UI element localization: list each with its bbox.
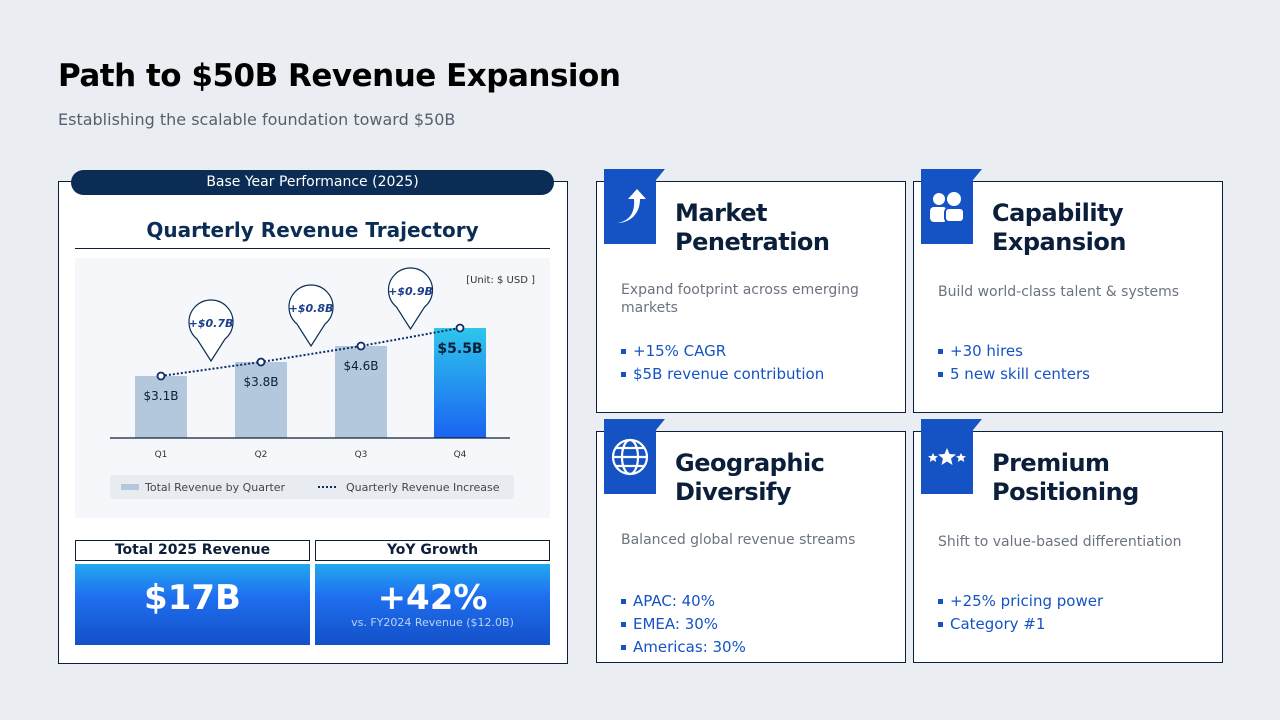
base-year-pill: Base Year Performance (2025)	[71, 170, 554, 195]
icon-fold	[656, 419, 665, 430]
page-title: Path to $50B Revenue Expansion	[58, 58, 621, 94]
revenue-chart: [Unit: $ USD ] $3.1B Q1 $3.8B Q2 $4.6B Q3 $5.5…	[110, 267, 535, 499]
increase-callout-label: +$0.8B	[289, 302, 334, 315]
bar-q3	[335, 346, 387, 438]
chart-panel: [Unit: $ USD ] $3.1B Q1 $3.8B Q2 $4.6B Q3 $5.5…	[75, 258, 550, 518]
increase-callout	[188, 299, 234, 363]
users-icon	[921, 169, 973, 244]
card-description: Build world-class talent & systems	[938, 284, 1180, 300]
increase-point	[356, 341, 366, 351]
card-bullet: Americas: 30%	[621, 636, 746, 659]
bar-q1	[135, 376, 187, 438]
card-title-line1: Capability	[992, 199, 1124, 227]
card-title: Market Penetration	[675, 199, 830, 257]
increase-callout-label: +$0.9B	[388, 285, 433, 298]
card-bullet: 5 new skill centers	[938, 363, 1090, 386]
increase-line	[160, 327, 461, 377]
page-subtitle: Establishing the scalable foundation tow…	[58, 110, 456, 129]
card-bullet: +25% pricing power	[938, 590, 1103, 613]
kpi-growth-box: +42% vs. FY2024 Revenue ($12.0B)	[315, 564, 550, 645]
card-description: Expand footprint across emerging markets	[621, 282, 859, 316]
card-title: Capability Expansion	[992, 199, 1126, 257]
card-title-line2: Penetration	[675, 228, 830, 256]
increase-callout-label: +$0.7B	[189, 317, 234, 330]
card-title-line2: Positioning	[992, 478, 1139, 506]
bar-q4	[434, 328, 486, 438]
x-tick-label: Q2	[255, 450, 268, 460]
x-tick-label: Q3	[355, 450, 368, 460]
icon-fold	[973, 169, 982, 180]
x-tick-label: Q1	[155, 450, 168, 460]
bar-value-label: $4.6B	[344, 359, 379, 373]
kpi-total-label: Total 2025 Revenue	[75, 540, 310, 561]
card-title: Geographic Diversify	[675, 449, 825, 507]
increase-point	[156, 371, 166, 381]
bar-q2	[235, 362, 287, 438]
increase-point	[455, 323, 465, 333]
increase-point	[256, 357, 266, 367]
card-title-line1: Market	[675, 199, 767, 227]
card-bullet: Category #1	[938, 613, 1103, 636]
card-description: Balanced global revenue streams	[621, 532, 856, 548]
kpi-growth-sub: vs. FY2024 Revenue ($12.0B)	[351, 616, 514, 629]
card-title-line2: Diversify	[675, 478, 792, 506]
card-bullets: +15% CAGR $5B revenue contribution	[621, 340, 824, 386]
kpi-total-box: $17B	[75, 564, 310, 645]
card-bullet: APAC: 40%	[621, 590, 746, 613]
card-description: Shift to value-based differentiation	[938, 534, 1182, 550]
card-bullet: +15% CAGR	[621, 340, 824, 363]
card-title-line2: Expansion	[992, 228, 1126, 256]
card-bullet: $5B revenue contribution	[621, 363, 824, 386]
card-title-line1: Premium	[992, 449, 1110, 477]
x-tick-label: Q4	[454, 450, 467, 460]
legend-box	[110, 475, 514, 499]
chart-title-divider	[75, 248, 550, 249]
increase-callout	[387, 267, 434, 331]
card-title-line1: Geographic	[675, 449, 825, 477]
legend-bar-swatch	[121, 484, 139, 490]
icon-fold	[656, 169, 665, 180]
card-title: Premium Positioning	[992, 449, 1139, 507]
bar-value-label: $5.5B	[437, 341, 482, 357]
kpi-growth-value: +42%	[377, 578, 488, 618]
card-bullets: +30 hires 5 new skill centers	[938, 340, 1090, 386]
card-bullets: APAC: 40% EMEA: 30% Americas: 30%	[621, 590, 746, 659]
icon-fold	[973, 419, 982, 430]
legend-bar-label: Total Revenue by Quarter	[144, 481, 286, 494]
kpi-total-value: $17B	[144, 578, 241, 618]
kpi-growth-label: YoY Growth	[315, 540, 550, 561]
bar-value-label: $3.1B	[144, 389, 179, 403]
card-bullet: +30 hires	[938, 340, 1090, 363]
arrow-up-curve-icon	[604, 169, 656, 244]
bar-value-label: $3.8B	[244, 375, 279, 389]
card-bullet: EMEA: 30%	[621, 613, 746, 636]
increase-callout	[288, 284, 334, 348]
globe-icon	[604, 419, 656, 494]
chart-title: Quarterly Revenue Trajectory	[146, 218, 479, 242]
card-bullets: +25% pricing power Category #1	[938, 590, 1103, 636]
legend-line-label: Quarterly Revenue Increase	[346, 481, 500, 494]
unit-note: [Unit: $ USD ]	[466, 275, 535, 286]
stars-icon	[921, 419, 973, 494]
card-market-penetration: Market Penetration Expand footprint acro…	[596, 181, 906, 413]
